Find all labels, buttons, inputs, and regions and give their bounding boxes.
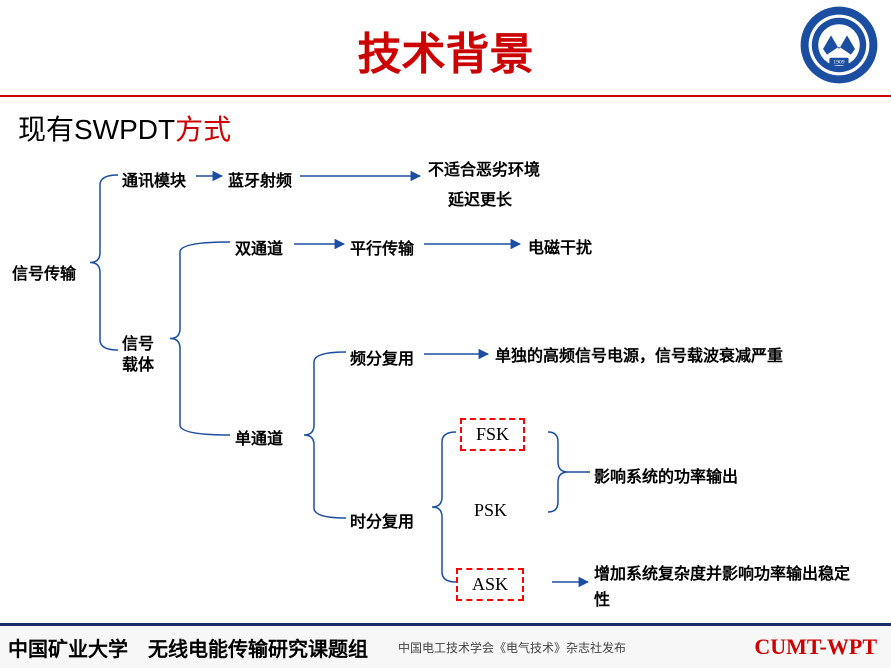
subtitle-highlight: 方式 [175,114,231,145]
node-comm: 通讯模块 [122,167,186,191]
svg-text:1909: 1909 [833,59,844,65]
node-psk: PSK [460,496,521,525]
node-bt_r1: 不适合恶劣环境 [428,156,540,180]
footer-pub: 中国电工技术学会《电气技术》杂志社发布 [398,639,754,656]
node-ask_r: 增加系统复杂度并影响功率输出稳定性 [594,562,864,613]
node-carrier: 信号载体 [122,335,154,377]
node-bt: 蓝牙射频 [228,167,292,191]
node-emi: 电磁干扰 [528,234,592,258]
node-single: 单通道 [235,425,283,449]
flowchart-lines [0,150,891,610]
node-parallel: 平行传输 [350,235,414,259]
node-bt_r2: 延迟更长 [448,186,512,210]
university-logo: 1909 [799,5,879,85]
subtitle-plain: 现有SWPDT [18,114,175,145]
node-fsk_psk_r: 影响系统的功率输出 [594,463,738,487]
node-tdm: 时分复用 [350,508,414,532]
footer-org: 中国矿业大学 无线电能传输研究课题组 [8,633,368,662]
node-ask: ASK [456,568,524,601]
node-dual: 双通道 [235,235,283,259]
page-title: 技术背景 [0,18,891,82]
footer-brand: CUMT-WPT [754,634,877,660]
node-fdm_r: 单独的高频信号电源，信号载波衰减严重 [495,342,783,366]
node-fsk: FSK [460,418,525,451]
node-root: 信号传输 [12,260,76,284]
node-fdm: 频分复用 [350,345,414,369]
footer-bar: 中国矿业大学 无线电能传输研究课题组 中国电工技术学会《电气技术》杂志社发布 C… [0,623,891,668]
flowchart-canvas: 信号传输 通讯模块 蓝牙射频 不适合恶劣环境延迟更长信号载体 双通道 平行传输 电磁干扰单通… [0,150,891,610]
section-subtitle: 现有SWPDT方式 [18,108,231,148]
